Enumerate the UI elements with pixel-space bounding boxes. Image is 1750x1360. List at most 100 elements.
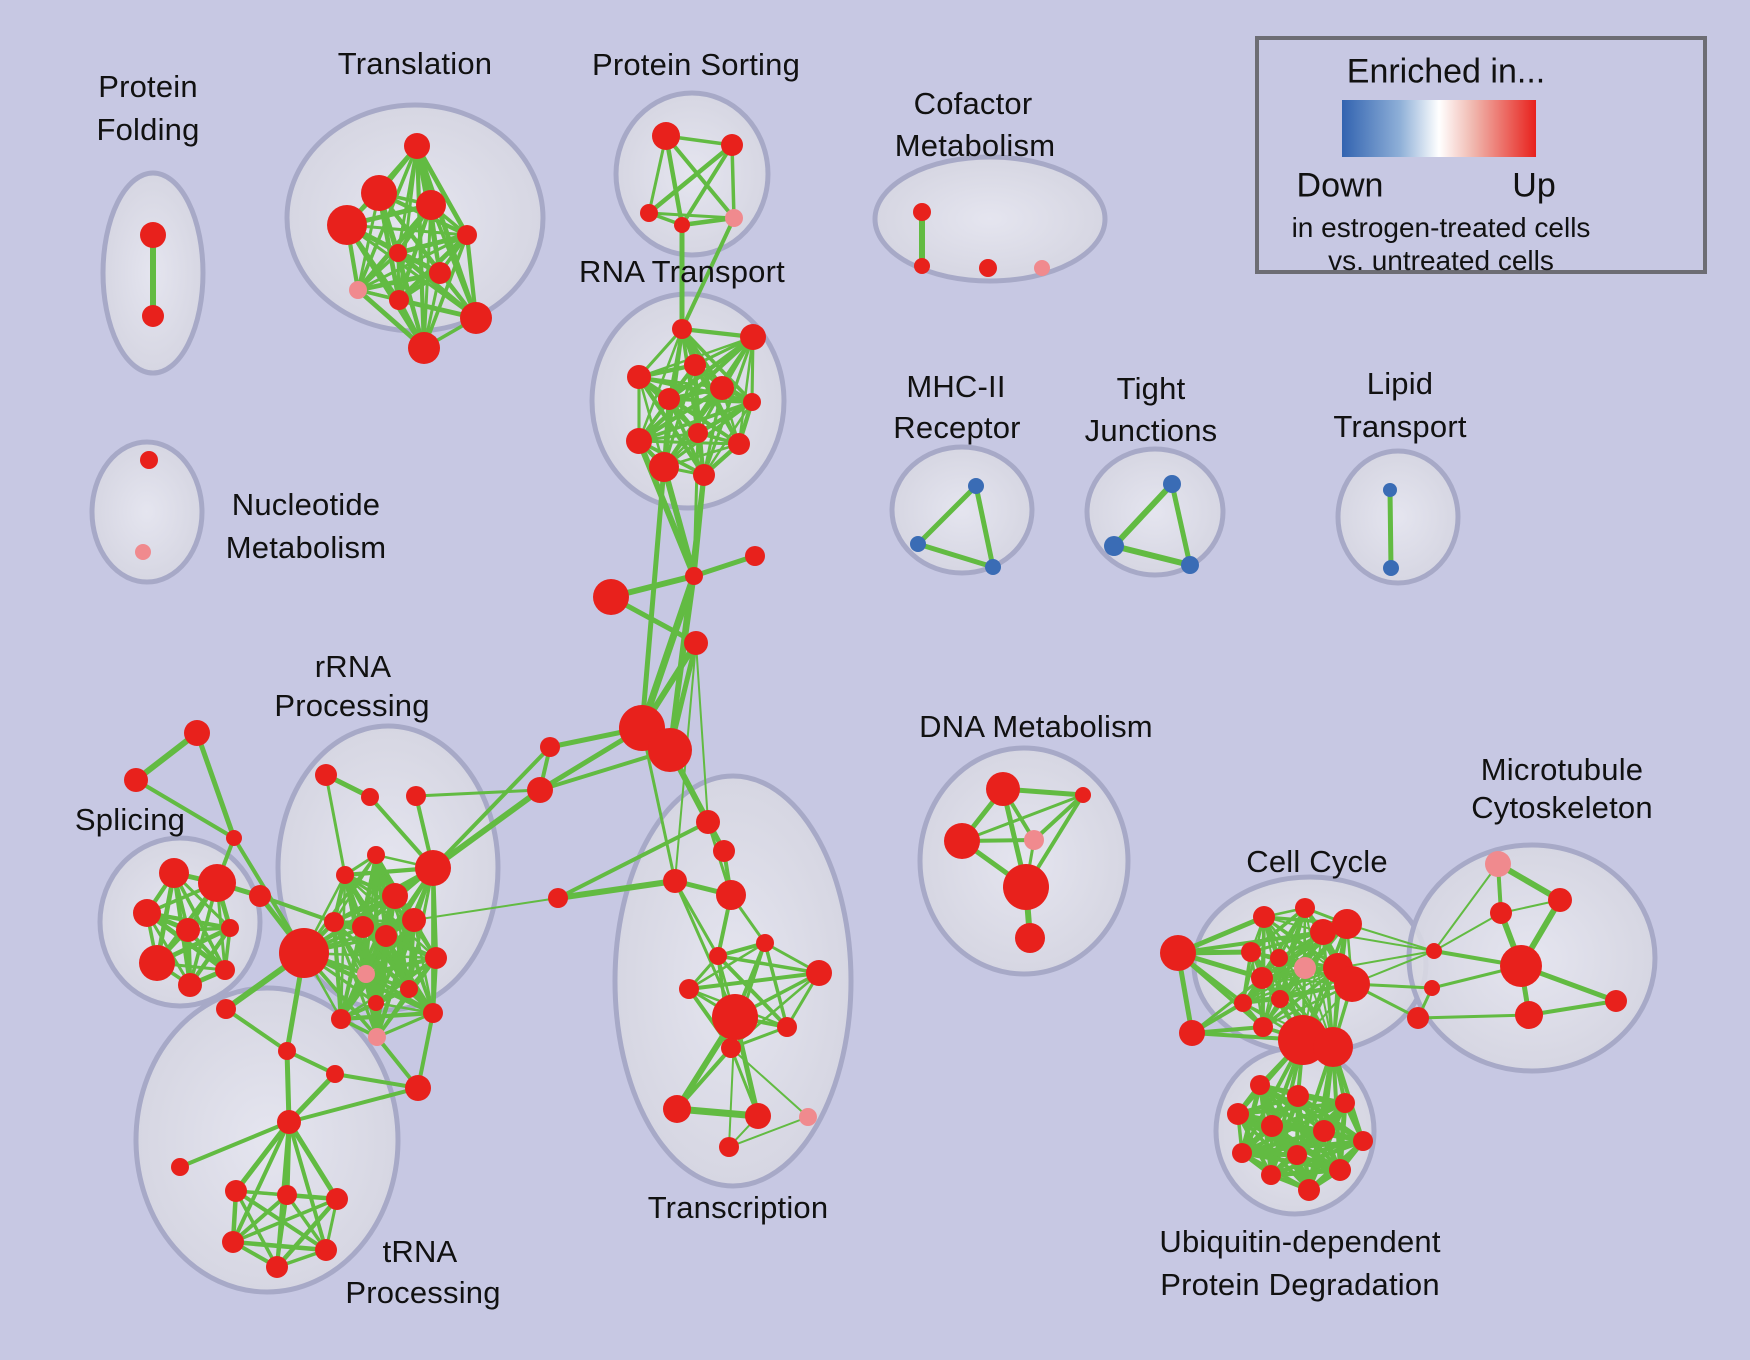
gene-set-node-109-up: [423, 1003, 443, 1023]
edge-rrna-processing-102-108: [339, 925, 365, 1021]
edge-transcription-core-130-132: [716, 954, 821, 975]
gene-set-node-31-up: [740, 324, 766, 350]
gene-set-node-125-up: [696, 810, 720, 834]
gene-set-node-36-up: [743, 393, 761, 411]
edge-115-120: [231, 1120, 291, 1244]
gene-set-node-148-weak-up: [1024, 830, 1044, 850]
gene-set-node-30-up: [672, 319, 692, 339]
edge-transcription-core-131-135: [763, 941, 789, 1029]
gene-set-node-15-up: [457, 225, 477, 245]
edge-170-194: [1331, 1045, 1342, 1172]
gene-set-node-183-up: [1605, 990, 1627, 1012]
gene-set-node-167-up: [1271, 990, 1289, 1008]
edge-75-77: [194, 730, 237, 841]
edge-52-92: [414, 788, 542, 798]
gene-set-node-158-up: [1295, 898, 1315, 918]
edge-translation-12-19: [429, 203, 478, 320]
gene-set-node-119-up: [326, 1188, 348, 1210]
edge-rrna-processing-102-109: [361, 925, 435, 1015]
gene-set-node-35-up: [710, 376, 734, 400]
edge-65-66: [1111, 481, 1175, 549]
edge-protein-sorting-25-28: [663, 133, 685, 228]
gene-set-node-101-up: [324, 912, 344, 932]
edge-ubiquitin-degradation-191-195: [1268, 1138, 1366, 1178]
edge-rna-transport-34-36: [667, 397, 754, 404]
edge-translation-13-15: [345, 223, 469, 237]
edge-48-125: [695, 642, 709, 823]
gene-set-node-127-up: [663, 869, 687, 893]
gene-set-node-102-up: [352, 916, 374, 938]
cluster-ellipse-lipid-transport: [1335, 448, 1461, 586]
gene-set-node-79-up: [198, 864, 236, 902]
edge-translation-16-17: [355, 270, 443, 293]
edge-transcription-core-130-135: [716, 954, 789, 1029]
legend-box: [1255, 36, 1707, 274]
gene-set-node-14-up: [389, 244, 407, 262]
edge-164-179: [1346, 923, 1435, 952]
edge-86-101: [258, 894, 336, 924]
gene-set-node-168-up: [1253, 1017, 1273, 1037]
edge-cell-cycle-165-168: [1261, 966, 1340, 1029]
edge-115-121: [287, 1120, 328, 1252]
edge-trna-processing-118-121: [285, 1193, 328, 1252]
gene-set-node-55-up: [913, 203, 931, 221]
gene-set-node-39-up: [649, 452, 679, 482]
edge-127-134: [673, 879, 737, 1019]
gene-set-node-32-up: [684, 354, 706, 376]
legend-subtitle-line2: vs. untreated cells: [1328, 245, 1554, 276]
gene-set-node-117-up: [225, 1180, 247, 1202]
gene-set-node-45-up: [593, 579, 629, 615]
gene-set-node-90-up: [315, 764, 337, 786]
gene-set-node-17-weak-up: [349, 281, 367, 299]
gene-set-node-103-up: [375, 925, 397, 947]
edge-90-96: [324, 773, 347, 877]
gene-set-node-194-up: [1329, 1159, 1351, 1181]
gene-set-node-60-down: [968, 478, 984, 494]
edge-111-112: [224, 1007, 289, 1053]
gene-set-node-82-up: [221, 919, 239, 937]
gene-set-node-192-up: [1232, 1143, 1252, 1163]
edge-rrna-processing-104-105: [363, 955, 439, 977]
cluster-ellipse-protein-sorting: [613, 90, 771, 258]
gene-set-node-107-up: [368, 995, 384, 1011]
gene-set-node-115-up: [277, 1110, 301, 1134]
gene-set-node-2-up: [142, 305, 164, 327]
gene-set-node-147-up: [944, 823, 980, 859]
edge-protein-sorting-27-29: [647, 211, 736, 220]
edge-rrna-processing-108-109: [338, 1010, 436, 1022]
cluster-ellipse-nucleotide-metabolism: [89, 439, 205, 585]
gene-set-node-78-up: [159, 858, 189, 888]
edge-rna-transport-30-38: [637, 327, 684, 443]
gene-set-node-130-up: [709, 947, 727, 965]
edge-170-196: [1307, 1045, 1335, 1192]
gene-set-node-57-up: [979, 259, 997, 277]
gene-set-node-76-up: [124, 768, 148, 792]
edge-146-147: [960, 793, 1085, 843]
gene-set-node-100-up: [279, 928, 329, 978]
gene-set-node-11-up: [361, 175, 397, 211]
edge-155-168: [1176, 951, 1265, 1029]
gene-set-node-189-up: [1261, 1115, 1283, 1137]
gene-set-node-129-up: [548, 888, 568, 908]
gene-set-node-104-up: [425, 947, 447, 969]
edge-translation-14-15: [395, 232, 470, 256]
gene-set-node-110-weak-up: [368, 1028, 386, 1046]
edge-trna-processing-117-122: [234, 1189, 279, 1269]
cluster-ellipse-cofactor-metabolism: [872, 154, 1108, 284]
gene-set-node-195-up: [1261, 1165, 1281, 1185]
gene-set-node-111-up: [216, 999, 236, 1019]
gene-set-node-160-up: [1270, 949, 1288, 967]
gene-set-node-13-up: [327, 205, 367, 245]
edge-136-139: [730, 1047, 809, 1118]
gene-set-node-25-up: [652, 122, 680, 150]
gene-set-node-146-up: [1075, 787, 1091, 803]
gene-set-node-96-up: [336, 866, 354, 884]
gene-set-node-139-weak-up: [799, 1108, 817, 1126]
gene-set-node-18-up: [389, 290, 409, 310]
edge-65-67: [1169, 481, 1193, 568]
gene-set-node-121-up: [315, 1239, 337, 1261]
legend-color-gradient-bar: [1342, 100, 1536, 157]
cluster-ellipse-mhc-ii-receptor: [889, 444, 1035, 576]
edge-trna-processing-119-120: [231, 1197, 339, 1244]
legend-down-label: Down: [1296, 166, 1384, 205]
